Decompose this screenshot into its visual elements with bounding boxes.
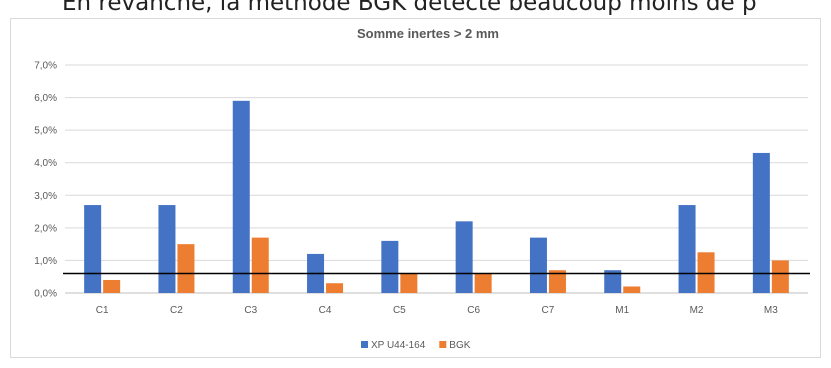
bar [455, 221, 473, 293]
x-tick-label: C3 [244, 305, 257, 316]
chart-frame [10, 18, 821, 358]
y-tick-label: 6,0% [34, 93, 57, 104]
y-tick-label: 0,0% [34, 289, 57, 300]
bar [251, 237, 269, 293]
bar [752, 152, 770, 293]
x-tick-label: M1 [615, 305, 629, 316]
bar [697, 252, 715, 293]
y-tick-label: 7,0% [34, 61, 57, 72]
bar [474, 273, 492, 293]
x-tick-label: C1 [96, 305, 109, 316]
bar [529, 237, 547, 293]
y-tick-label: 2,0% [34, 223, 57, 234]
x-tick-label: M2 [690, 305, 704, 316]
x-tick-label: C5 [393, 305, 406, 316]
y-tick-label: 3,0% [34, 191, 57, 202]
background-document-text: En revanche, la méthode BGK détecte beau… [62, 0, 757, 16]
y-tick-label: 4,0% [34, 158, 57, 169]
x-tick-label: C2 [170, 305, 183, 316]
bar [84, 205, 102, 293]
bar [678, 205, 696, 293]
y-tick-label: 5,0% [34, 126, 57, 137]
bar [326, 283, 344, 293]
gridlines [65, 64, 808, 294]
legend: XP U44-164 BGK [361, 340, 471, 351]
legend-swatch [361, 341, 368, 348]
bar [400, 273, 418, 293]
y-tick-label: 1,0% [34, 256, 57, 267]
legend-label: BGK [449, 340, 470, 351]
bars [84, 100, 789, 293]
x-tick-label: C7 [542, 305, 555, 316]
x-tick-label: C6 [467, 305, 480, 316]
bar [548, 270, 566, 293]
bar [771, 260, 789, 293]
legend-swatch [439, 341, 447, 348]
bar [232, 100, 250, 293]
bar [604, 270, 622, 293]
x-tick-label: C4 [319, 305, 332, 316]
y-axis-ticks: 0,0% 1,0% 2,0% 3,0% 4,0% 5,0% 6,0% 7,0% [34, 61, 57, 300]
bar [177, 244, 195, 293]
x-tick-label: M3 [764, 305, 778, 316]
chart-title: Somme inertes > 2 mm [357, 26, 499, 41]
x-axis-ticks: C1 C2 C3 C4 C5 C6 C7 M1 M2 M3 [96, 305, 778, 316]
bar [103, 279, 121, 293]
bar [381, 240, 399, 293]
bar [623, 286, 641, 293]
legend-label: XP U44-164 [371, 340, 426, 351]
bar [158, 205, 176, 293]
